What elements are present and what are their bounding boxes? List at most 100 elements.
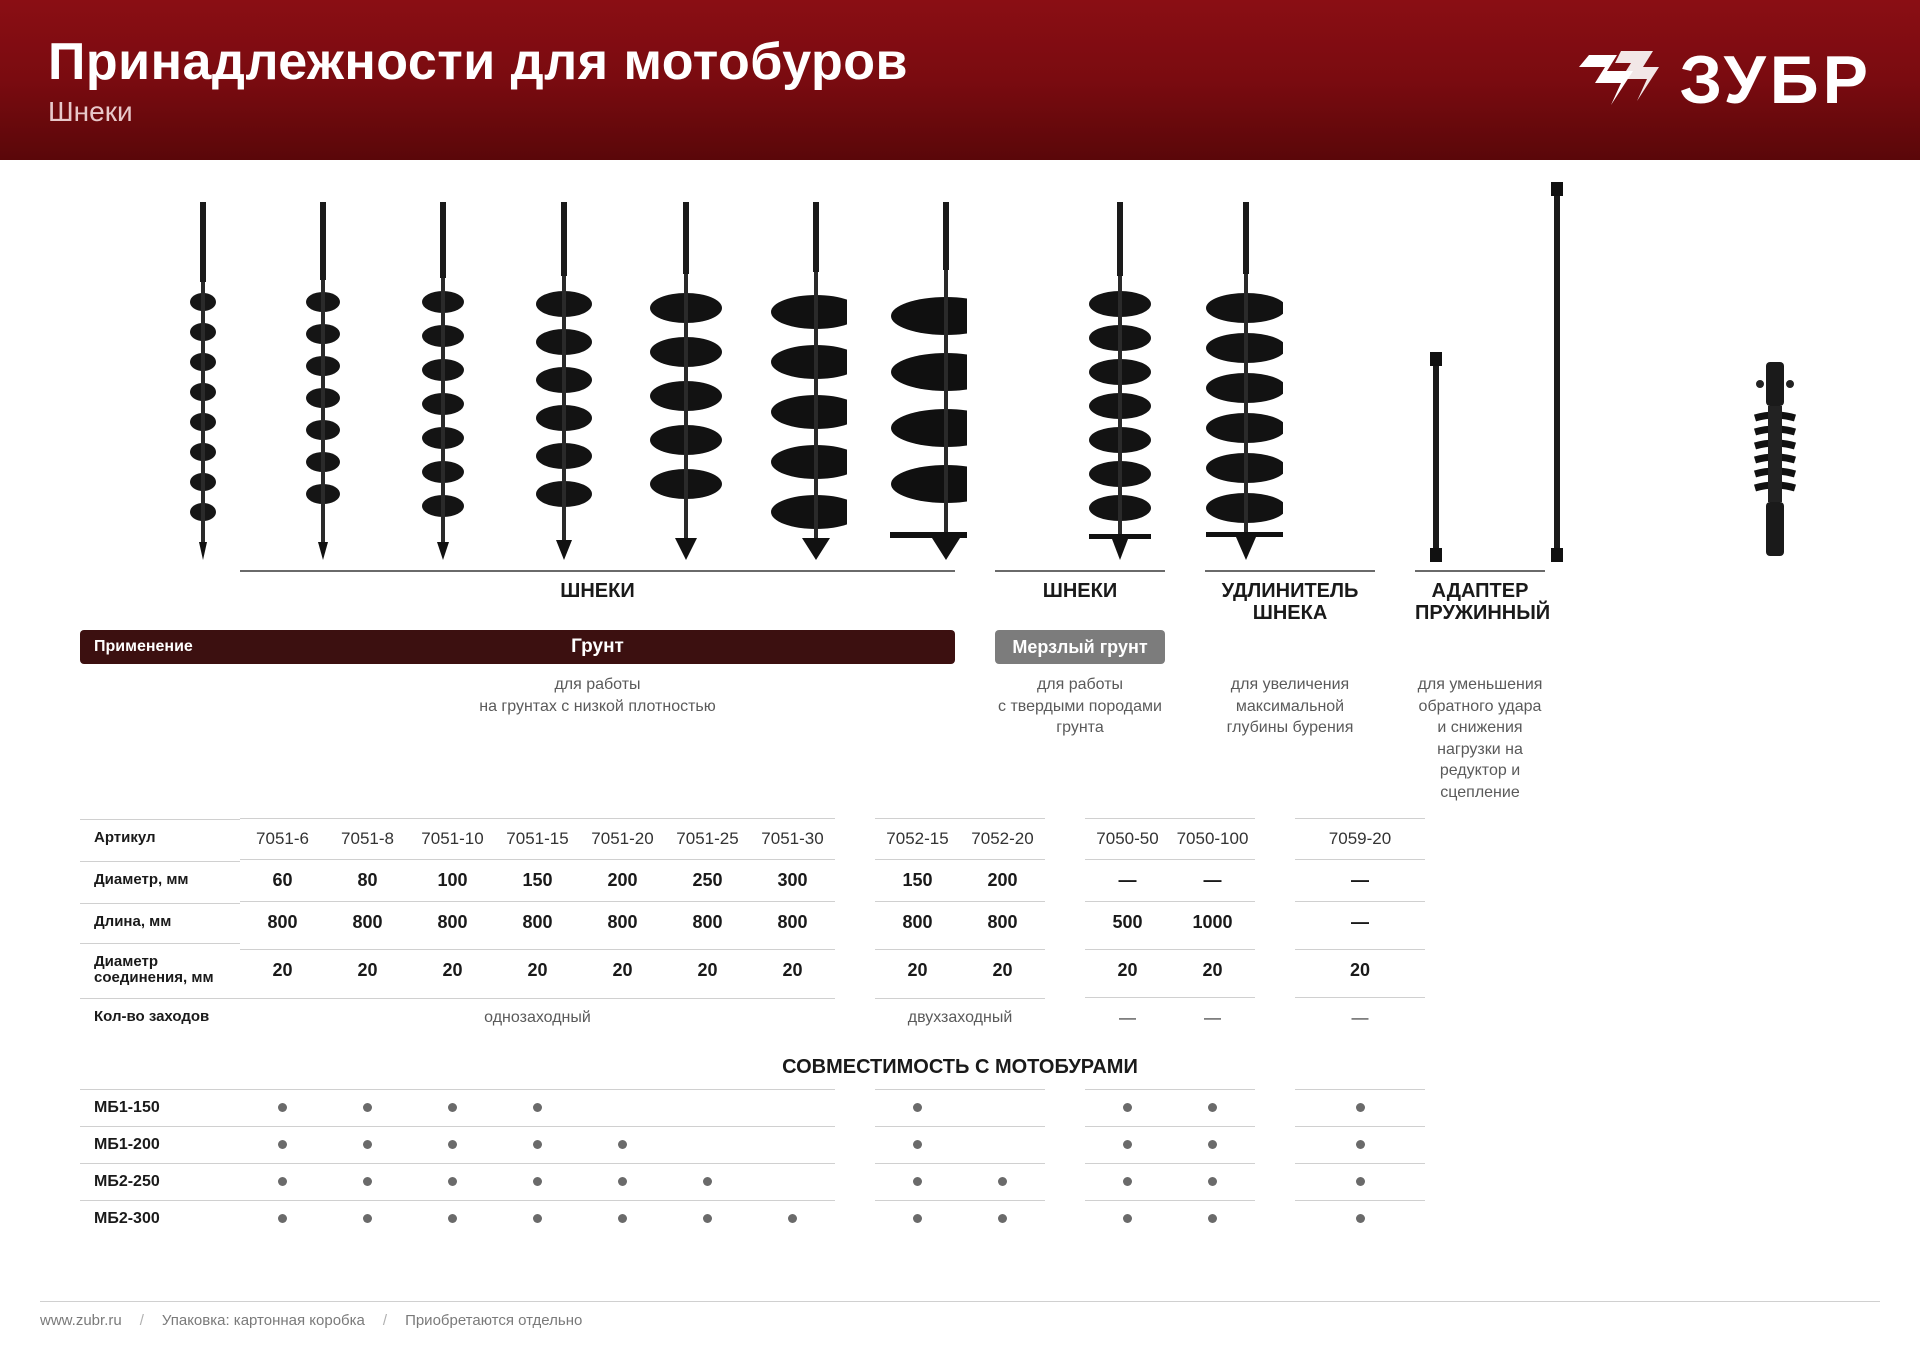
dot-icon	[913, 1177, 922, 1186]
spec-starts-dash: —	[1085, 997, 1170, 1038]
spec-conn: 20	[580, 949, 665, 991]
desc-frozen: для работы с твердыми породами грунта	[995, 674, 1165, 804]
spec-diameter: 200	[960, 859, 1045, 901]
compat-cell	[325, 1200, 410, 1237]
spec-diameter: —	[1170, 859, 1255, 901]
product-image-auger	[521, 178, 606, 562]
compat-cell	[495, 1089, 580, 1126]
section-title-extender: УДЛИНИТЕЛЬ ШНЕКА	[1205, 570, 1375, 630]
compat-cell	[1085, 1089, 1170, 1126]
dot-icon	[448, 1103, 457, 1112]
compat-cell	[665, 1163, 750, 1200]
dot-icon	[913, 1140, 922, 1149]
dot-icon	[1208, 1214, 1217, 1223]
compat-cell	[410, 1126, 495, 1163]
compat-cell	[1085, 1126, 1170, 1163]
spec-length: 800	[240, 901, 325, 943]
product-image-auger	[401, 178, 486, 562]
spec-conn: 20	[410, 949, 495, 991]
footer-url: www.zubr.ru	[40, 1312, 122, 1329]
spec-length: 800	[495, 901, 580, 943]
compat-cell	[960, 1089, 1045, 1126]
spec-conn: 20	[495, 949, 580, 991]
compat-cell	[410, 1200, 495, 1237]
spec-length: 1000	[1170, 901, 1255, 943]
spec-conn: 20	[1085, 949, 1170, 991]
spec-starts-dash: —	[1295, 997, 1425, 1038]
dot-icon	[448, 1140, 457, 1149]
dot-icon	[533, 1103, 542, 1112]
dot-icon	[618, 1177, 627, 1186]
product-image-auger	[762, 178, 847, 562]
compat-cell	[240, 1089, 325, 1126]
application-ground: Грунт	[240, 630, 955, 664]
spec-diameter: —	[1085, 859, 1170, 901]
dot-icon	[913, 1103, 922, 1112]
dot-icon	[448, 1177, 457, 1186]
row-label-diameter: Диаметр, мм	[80, 861, 240, 899]
spec-article: 7051-20	[580, 818, 665, 859]
compat-cell	[410, 1089, 495, 1126]
product-image-auger	[160, 178, 245, 562]
spec-conn: 20	[1295, 949, 1425, 991]
compat-cell	[665, 1200, 750, 1237]
dot-icon	[363, 1214, 372, 1223]
row-label-article: Артикул	[80, 819, 240, 857]
desc-adapter: для уменьшения обратного удара и снижени…	[1415, 674, 1545, 804]
application-frozen: Мерзлый грунт	[995, 630, 1165, 664]
compat-cell	[1170, 1200, 1255, 1237]
brand-logo-icon	[1571, 45, 1661, 115]
spec-diameter: —	[1295, 859, 1425, 901]
product-image-auger	[1198, 178, 1283, 562]
compat-cell	[875, 1126, 960, 1163]
product-image-extender	[1394, 178, 1479, 562]
spec-diameter: 150	[875, 859, 960, 901]
dot-icon	[1208, 1140, 1217, 1149]
compat-cell	[495, 1200, 580, 1237]
dot-icon	[1123, 1103, 1132, 1112]
compat-cell	[960, 1163, 1045, 1200]
footer-note: Приобретаются отдельно	[405, 1312, 582, 1329]
compat-cell	[1170, 1126, 1255, 1163]
compat-row-label: МБ2-300	[80, 1200, 240, 1237]
page-title: Принадлежности для мотобуров	[48, 32, 908, 92]
header-left: Принадлежности для мотобуров Шнеки	[48, 32, 908, 128]
product-image-auger	[1078, 178, 1163, 562]
compat-cell	[750, 1200, 835, 1237]
spec-length: —	[1295, 901, 1425, 943]
compat-cell	[960, 1126, 1045, 1163]
spec-article: 7052-15	[875, 818, 960, 859]
spec-length: 500	[1085, 901, 1170, 943]
dot-icon	[1356, 1140, 1365, 1149]
dot-icon	[278, 1140, 287, 1149]
footer: www.zubr.ru / Упаковка: картонная коробк…	[40, 1301, 1880, 1329]
spec-article: 7052-20	[960, 818, 1045, 859]
compat-cell	[240, 1200, 325, 1237]
compat-cell	[1295, 1126, 1425, 1163]
dot-icon	[363, 1103, 372, 1112]
compat-cell	[665, 1126, 750, 1163]
spec-diameter: 250	[665, 859, 750, 901]
spec-conn: 20	[240, 949, 325, 991]
compat-cell	[580, 1200, 665, 1237]
description-row: для работы на грунтах с низкой плотность…	[40, 664, 1880, 818]
row-label-length: Длина, мм	[80, 903, 240, 941]
compat-title: СОВМЕСТИМОСТЬ С МОТОБУРАМИ	[40, 1038, 1880, 1089]
compat-cell	[1085, 1163, 1170, 1200]
spec-length: 800	[665, 901, 750, 943]
product-image-extender	[1514, 178, 1599, 562]
dot-icon	[618, 1140, 627, 1149]
compat-cell	[750, 1126, 835, 1163]
footer-packaging: Упаковка: картонная коробка	[162, 1312, 365, 1329]
dot-icon	[278, 1214, 287, 1223]
compat-cell	[1085, 1200, 1170, 1237]
spec-article: 7051-25	[665, 818, 750, 859]
desc-extender: для увеличения максимальной глубины буре…	[1205, 674, 1375, 804]
dot-icon	[363, 1140, 372, 1149]
compat-cell	[1295, 1163, 1425, 1200]
product-image-adapter	[1710, 178, 1840, 562]
spec-length: 800	[750, 901, 835, 943]
spec-diameter: 100	[410, 859, 495, 901]
spec-article: 7051-10	[410, 818, 495, 859]
spec-length: 800	[325, 901, 410, 943]
